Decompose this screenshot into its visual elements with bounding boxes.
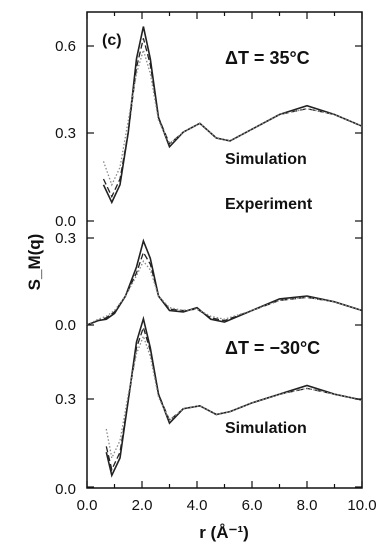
y-tick-label-0-3-mid: 0.3 (55, 230, 76, 247)
x-tick-label-2: 2.0 (132, 497, 153, 514)
annotation-simulation-bottom: Simulation (225, 420, 307, 437)
y-axis-title: S_M(q) (25, 234, 44, 291)
y-tick-label-0-0-mid: 0.0 (55, 317, 76, 334)
curves-group (86, 26, 363, 478)
x-tick-label-0: 0.0 (77, 497, 98, 514)
y-tick-label-0-3-bottom: 0.3 (55, 391, 76, 408)
plot-frame (86, 11, 363, 489)
x-axis-title: r (Å⁻¹) (199, 523, 249, 542)
x-tick-label-6: 6.0 (242, 497, 263, 514)
panel-2-curve-dotted (86, 259, 363, 326)
annotation-dt-minus-30: ΔT = −30°C (225, 338, 320, 358)
y-axis-ticks (87, 45, 362, 488)
x-tick-label-8: 8.0 (297, 497, 318, 514)
panel-label: (c) (102, 32, 122, 49)
y-tick-label-0-0-top: 0.0 (55, 213, 76, 230)
y-tick-label-0-3-top: 0.3 (55, 125, 76, 142)
panel-2-curve-dashed (86, 250, 363, 326)
x-tick-label-4: 4.0 (187, 497, 208, 514)
annotation-simulation-top: Simulation (225, 151, 307, 168)
x-tick-label-10: 10.0 (347, 497, 376, 514)
panel-2-curve-solid (86, 238, 363, 326)
y-tick-label-0-6: 0.6 (55, 38, 76, 55)
x-axis-ticks (86, 12, 363, 488)
panel-3-curve-dotted (105, 334, 363, 461)
panel-3-curve-dashed (105, 325, 363, 472)
y-tick-label-0-0-bottom: 0.0 (55, 481, 76, 498)
annotation-dt-35: ΔT = 35°C (225, 48, 310, 68)
panel-1-curve-dotted (102, 47, 363, 187)
annotation-experiment: Experiment (225, 196, 313, 213)
